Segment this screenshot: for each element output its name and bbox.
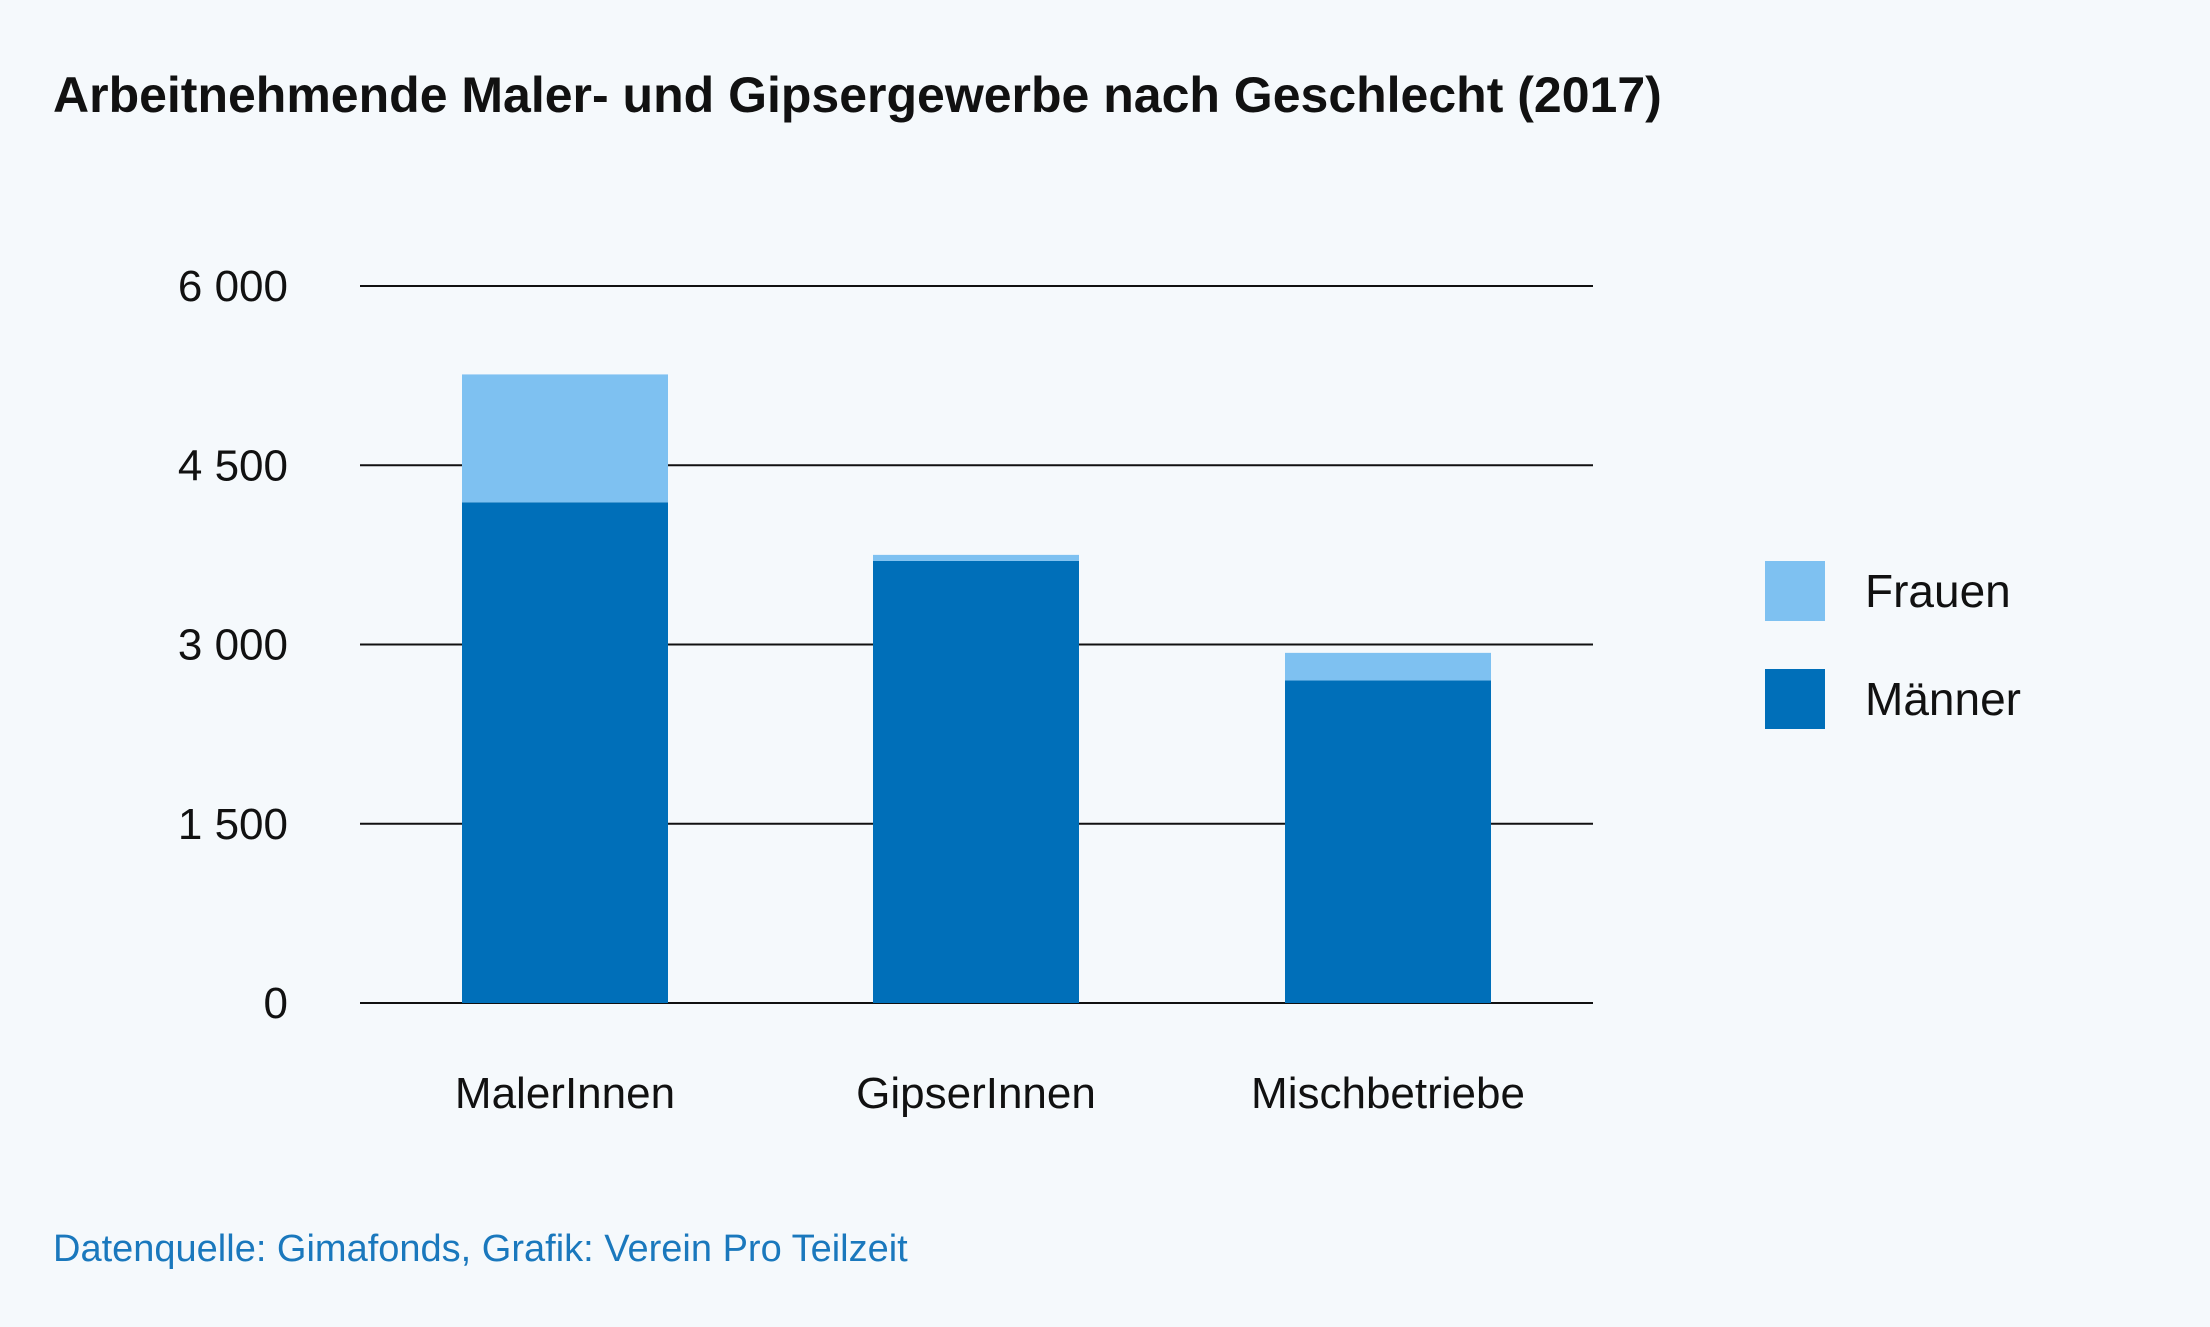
x-axis-labels: MalerInnen GipserInnen Mischbetriebe xyxy=(455,1069,1525,1118)
y-tick-label: 4 500 xyxy=(178,441,288,490)
y-axis-ticks: 0 1 500 3 000 4 500 6 000 xyxy=(178,262,288,1028)
legend-label-1: Männer xyxy=(1865,673,2021,725)
bar-mischbetriebe-maenner xyxy=(1285,680,1491,1003)
x-tick-label: Mischbetriebe xyxy=(1251,1069,1525,1118)
legend: Frauen Männer xyxy=(1765,561,2021,729)
y-tick-label: 6 000 xyxy=(178,262,288,311)
y-tick-label: 3 000 xyxy=(178,621,288,670)
source-note: Datenquelle: Gimafonds, Grafik: Verein P… xyxy=(53,1228,908,1270)
legend-label-0: Frauen xyxy=(1865,565,2011,617)
bar-gipserinnen-frauen xyxy=(873,554,1079,561)
bar-mischbetriebe-frauen xyxy=(1285,652,1491,681)
y-tick-label: 0 xyxy=(264,979,288,1028)
y-tick-label: 1 500 xyxy=(178,800,288,849)
legend-swatch-1 xyxy=(1765,669,1825,729)
bar-gipserinnen-maenner xyxy=(873,560,1079,1003)
bar-malerinnen-frauen xyxy=(462,374,668,503)
x-tick-label: MalerInnen xyxy=(455,1069,675,1118)
bar-malerinnen-maenner xyxy=(462,502,668,1003)
legend-swatch-0 xyxy=(1765,561,1825,621)
chart-title: Arbeitnehmende Maler- und Gipsergewerbe … xyxy=(53,67,1662,123)
bars xyxy=(462,374,1491,1003)
x-tick-label: GipserInnen xyxy=(856,1069,1096,1118)
